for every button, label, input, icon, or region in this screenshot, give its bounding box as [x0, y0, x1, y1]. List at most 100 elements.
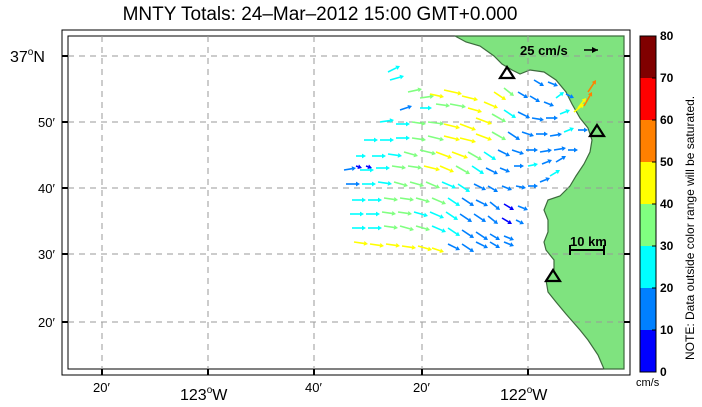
- lon-label-40: 40′: [305, 380, 322, 395]
- current-vector-arrow: [364, 137, 378, 143]
- current-vector-arrow: [360, 167, 374, 173]
- lat-label-37n: 37oN: [10, 47, 45, 66]
- current-vector-arrow: [543, 101, 554, 107]
- current-vector-arrow: [419, 94, 434, 99]
- current-vector-arrow: [559, 109, 570, 115]
- lon-label-123w: 123oW: [180, 385, 228, 404]
- current-vector-arrow: [475, 117, 492, 125]
- radar-site-marker: [497, 64, 517, 80]
- colorbar-segment: [640, 78, 656, 120]
- current-vector-arrow: [383, 197, 398, 202]
- current-vector-arrow: [515, 184, 526, 190]
- grid: [68, 36, 624, 369]
- current-vector-arrow: [387, 153, 402, 158]
- current-vector-arrow: [447, 243, 460, 251]
- current-vector-arrow: [393, 181, 408, 188]
- current-vector-arrow: [555, 92, 564, 99]
- current-vector-arrow: [419, 149, 436, 156]
- current-vector-arrow: [514, 163, 524, 169]
- current-vector-arrow: [461, 229, 474, 238]
- current-vector-arrow: [377, 181, 392, 186]
- current-vector-arrow: [346, 181, 360, 187]
- current-vector-arrow: [487, 185, 498, 192]
- scale-arrow-label: 25 cm/s: [520, 43, 568, 58]
- lat-label-50: 50′: [38, 115, 55, 130]
- current-vector-arrow: [356, 153, 366, 159]
- current-vector-arrow: [461, 197, 474, 206]
- current-vector-arrow: [447, 197, 460, 206]
- current-vector-arrow: [578, 127, 588, 133]
- current-vector-arrow: [539, 177, 550, 183]
- current-vector-arrow: [427, 121, 444, 126]
- current-vector-arrow: [368, 197, 382, 203]
- colorbar-segment: [640, 288, 656, 330]
- current-vector-arrow: [555, 156, 566, 163]
- colorbar-segment: [640, 204, 656, 246]
- current-vector-arrow: [369, 243, 384, 248]
- current-vector-arrow: [475, 133, 492, 141]
- current-vector-arrow: [541, 159, 552, 165]
- scale-arrow: 25 cm/s: [520, 43, 598, 58]
- current-vector-arrow: [475, 199, 488, 207]
- lon-label-122w: 122oW: [500, 385, 548, 404]
- current-vector-arrow: [451, 151, 468, 159]
- current-vector-arrow: [528, 183, 538, 189]
- current-vector-arrow: [549, 170, 560, 177]
- current-vector-arrow: [396, 135, 410, 141]
- current-vector-arrow: [483, 151, 496, 160]
- current-vector-arrow: [529, 95, 540, 102]
- current-vector-arrow: [343, 166, 356, 172]
- current-vector-arrow: [511, 149, 524, 156]
- current-vector-arrow: [368, 225, 382, 231]
- current-vector-arrow: [366, 211, 380, 217]
- current-vector-arrow: [533, 79, 544, 86]
- current-vector-arrow: [517, 91, 528, 98]
- current-vector-arrow: [355, 164, 362, 170]
- colorbar-segment: [640, 120, 656, 162]
- current-vector-arrow: [431, 197, 446, 205]
- colorbar-tick-label: 80: [660, 29, 674, 43]
- current-vector-arrow: [459, 213, 472, 222]
- current-vector-arrow: [387, 65, 400, 73]
- map-title: MNTY Totals: 24–Mar–2012 15:00 GMT+0.000: [122, 4, 518, 25]
- current-vector-arrow: [521, 131, 534, 138]
- current-vector-arrow: [413, 211, 428, 218]
- current-vector-arrow: [415, 197, 430, 204]
- current-vector-arrow: [467, 107, 482, 114]
- current-vector-arrow: [401, 245, 416, 250]
- current-vector-arrow: [420, 105, 432, 111]
- colorbar-segment: [640, 162, 656, 204]
- current-vector-arrow: [507, 131, 520, 140]
- current-vector-arrow: [399, 104, 412, 111]
- current-vector-arrow: [396, 121, 410, 127]
- current-vector-arrow: [501, 217, 512, 224]
- current-vector-arrow: [563, 127, 574, 133]
- colorbar-unit: cm/s: [636, 377, 660, 389]
- current-vector-arrow: [471, 165, 484, 174]
- colorbar-segment: [640, 36, 656, 78]
- current-vector-arrow: [457, 183, 470, 192]
- current-vector-arrow: [467, 151, 482, 161]
- current-vector-arrow: [352, 225, 366, 231]
- current-vector-arrow: [503, 87, 514, 96]
- current-vector-arrow: [411, 121, 426, 126]
- current-vector-arrow: [473, 183, 486, 191]
- colorbar: 0 10 20 30 40 50 60 70 80: [639, 29, 674, 379]
- current-vector-arrow: [350, 211, 364, 217]
- current-vector-arrow: [429, 93, 444, 99]
- lon-label-20-east: 20′: [413, 380, 430, 395]
- current-vector-arrow: [475, 231, 488, 240]
- current-vector-arrow: [391, 165, 406, 170]
- land-area: [454, 35, 625, 370]
- colorbar-tick-label: 10: [660, 323, 674, 337]
- axis-ticks: [62, 55, 630, 375]
- current-vector-arrow: [531, 116, 544, 122]
- colorbar-tick-label: 30: [660, 239, 674, 253]
- current-vector-arrow: [381, 211, 396, 216]
- current-vector-arrow: [489, 241, 500, 248]
- current-vector-arrow: [517, 205, 528, 211]
- current-vector-arrow: [447, 227, 460, 236]
- current-vector-arrow: [383, 225, 398, 230]
- current-vector-arrow: [415, 225, 430, 232]
